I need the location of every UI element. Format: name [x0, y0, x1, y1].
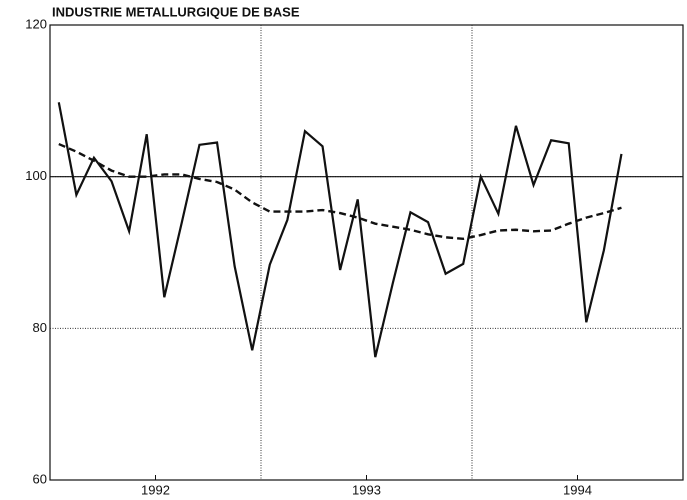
x-tick-label: 1992 [141, 482, 170, 497]
plot-frame [49, 24, 684, 481]
series-line [58, 142, 622, 241]
y-tick-label: 120 [25, 16, 47, 31]
y-tick-label: 100 [25, 168, 47, 183]
y-tick-label: 80 [33, 320, 47, 335]
x-tick-label: 1994 [563, 482, 592, 497]
chart-title: INDUSTRIE METALLURGIQUE DE BASE [52, 4, 300, 19]
series-line [57, 102, 623, 358]
x-tick-label: 1993 [352, 482, 381, 497]
y-tick-label: 60 [33, 471, 47, 486]
